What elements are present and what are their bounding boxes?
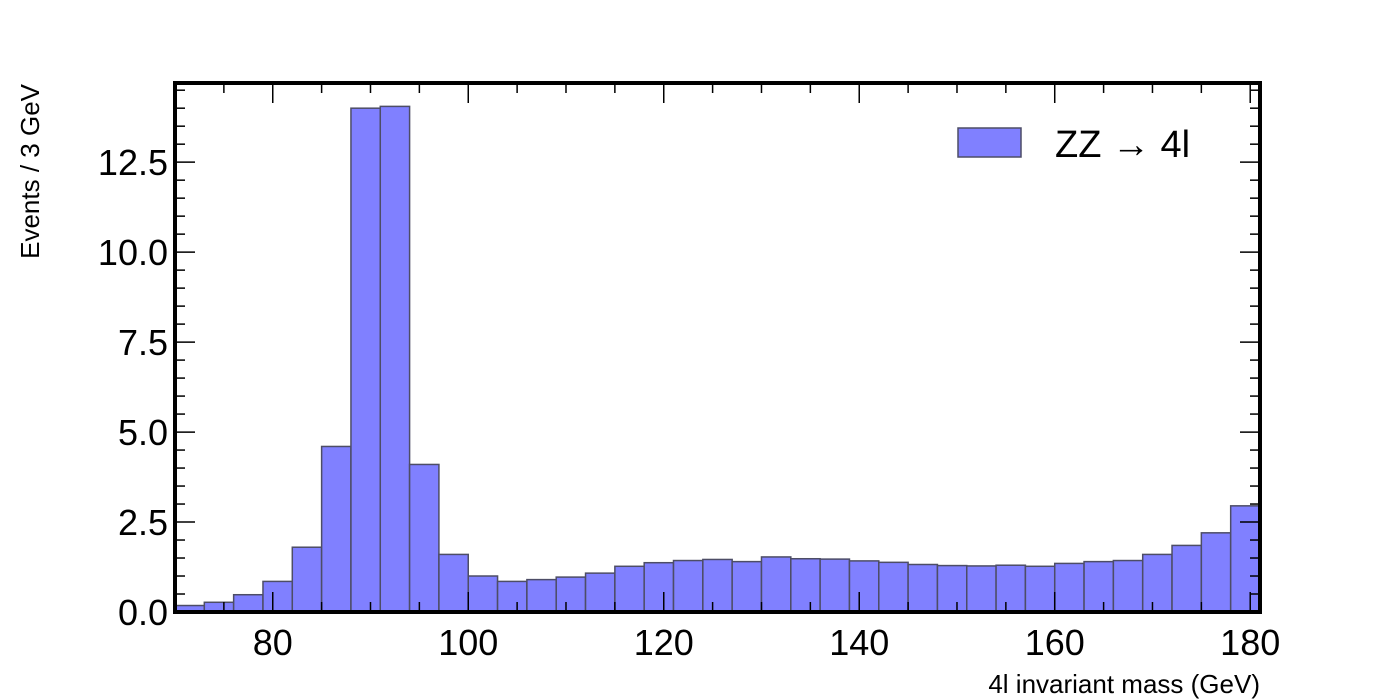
histogram-bar [702,558,733,613]
histogram-bar [232,593,264,613]
histogram-bar [995,564,1027,613]
plot-frame [173,81,1262,614]
y-axis-title: Events / 3 GeV [15,83,45,259]
x-tick-label: 180 [1220,622,1280,663]
y-tick-labels: 0.0 2.5 5.0 7.5 10.0 12.5 [98,142,168,633]
x-tick-label: 160 [1025,622,1085,663]
histogram-bar [408,463,440,613]
y-tick-label: 5.0 [118,412,168,453]
histogram-bar [555,576,587,613]
histogram-bar [526,578,557,613]
histogram-bar [1171,544,1203,613]
y-tick-label: 10.0 [98,232,168,273]
histogram-bar [790,557,821,613]
y-tick-label: 0.0 [118,592,168,633]
histogram-bars [174,105,1261,613]
x-tick-label: 140 [829,622,889,663]
x-tick-label: 120 [634,622,694,663]
histogram-bar [1024,565,1056,613]
histogram-bar [438,553,469,613]
histogram-bar [1053,562,1085,613]
histogram-bar [291,546,323,613]
histogram-bar [614,565,645,613]
histogram-bar [1112,559,1144,613]
histogram-bar [467,575,499,613]
x-tick-label: 100 [438,622,498,663]
histogram-bar [848,560,880,613]
x-tick-label: 80 [253,622,293,663]
histogram-bar [936,564,968,613]
histogram-bar [672,559,704,613]
x-axis-title: 4l invariant mass (GeV) [988,669,1260,699]
histogram-bar [878,561,909,613]
legend-label: ZZ → 4l [1055,124,1190,166]
histogram-bar [760,556,792,613]
y-tick-label: 12.5 [98,142,168,183]
histogram-bar [966,565,997,613]
x-tick-labels: 80 100 120 140 160 180 [253,622,1281,663]
histogram-bar [379,105,411,613]
histogram-bar [320,445,352,613]
legend-swatch [957,127,1022,158]
histogram-bar [907,563,939,613]
y-tick-label: 2.5 [118,502,168,543]
histogram-bar [1083,560,1115,613]
histogram-bar [262,580,294,613]
histogram-bar [350,107,382,613]
histogram-bar [1141,553,1173,613]
legend: ZZ → 4l [957,124,1190,166]
histogram-bar [496,580,528,613]
histogram-bar [584,572,616,613]
histogram-bar [731,560,763,613]
histogram-bar [819,558,851,613]
histogram-bar [1200,532,1232,613]
y-tick-label: 7.5 [118,322,168,363]
histogram-bar [643,561,675,613]
